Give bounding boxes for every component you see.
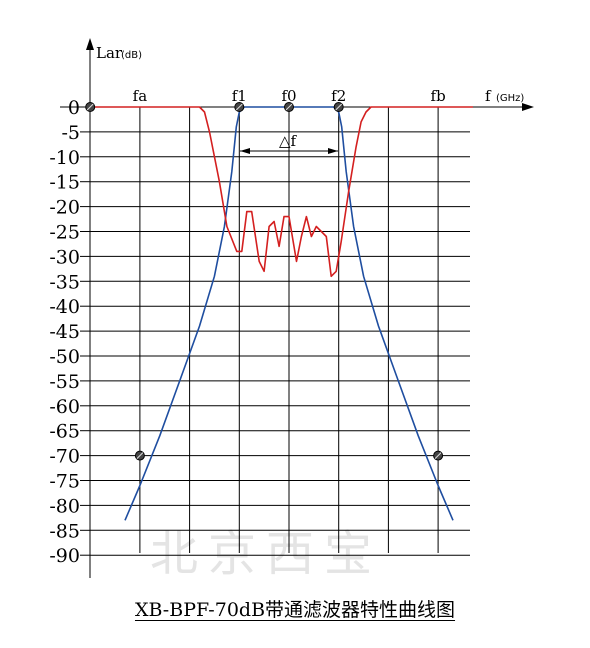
- x-tick-label: f0: [281, 87, 296, 105]
- axes: Lar (dB) f (GHz): [60, 38, 534, 578]
- y-tick-label: -55: [49, 371, 80, 393]
- marker-highlight: [136, 452, 144, 459]
- y-tick-label: -30: [49, 246, 80, 268]
- marker-highlight: [335, 103, 343, 111]
- y-tick-label: -75: [49, 471, 80, 493]
- y-tick-label: -35: [49, 271, 80, 293]
- x-axis-label: f: [485, 87, 492, 105]
- y-tick-label: -5: [61, 122, 80, 144]
- y-tick-label: -60: [49, 396, 80, 418]
- y-tick-label: -20: [49, 197, 80, 219]
- watermark: 北京西宝: [150, 526, 382, 582]
- caption: XB-BPF-70dB带通滤波器特性曲线图: [0, 595, 590, 622]
- marker-highlight: [285, 103, 293, 111]
- y-tick-label: -40: [49, 296, 80, 318]
- y-axis-label: Lar: [96, 44, 123, 62]
- y-tick-label: -45: [49, 321, 80, 343]
- y-tick-label: -50: [49, 346, 80, 368]
- y-tick-label: -65: [49, 421, 80, 443]
- y-tick-label: -70: [49, 446, 80, 468]
- marker-highlight: [235, 103, 243, 111]
- y-axis-arrow-icon: [86, 38, 94, 50]
- x-tick-label: fa: [133, 87, 148, 105]
- markers: [85, 102, 444, 461]
- series-line-passband: [90, 106, 473, 278]
- x-tick-label: f2: [331, 87, 346, 105]
- bandwidth-annotation: △f: [240, 132, 338, 154]
- bandwidth-arrow-left-icon: [240, 148, 250, 154]
- y-tick-label: -25: [49, 222, 80, 244]
- y-tick-label: -85: [49, 520, 80, 542]
- y-tick-labels: 0 -5 -10 -15 -20 -25-30 -35 -40 -45 -50 -55 -60 -65 -…: [49, 97, 80, 567]
- curves: [90, 106, 473, 521]
- y-tick-label: -10: [49, 147, 80, 169]
- y-tick-label: -80: [49, 495, 80, 517]
- x-tick-label: f1: [232, 87, 247, 105]
- x-tick-labels: fa f1 f0 f2 fb: [133, 87, 446, 105]
- caption-text: XB-BPF-70dB带通滤波器特性曲线图: [134, 599, 456, 621]
- marker-highlight: [434, 452, 442, 459]
- y-tick-label: -90: [49, 545, 80, 567]
- y-tick-label: 0: [68, 97, 80, 119]
- x-tick-label: fb: [431, 87, 446, 105]
- y-axis-unit: (dB): [121, 50, 142, 61]
- bandwidth-label: △f: [279, 132, 298, 150]
- marker-highlight: [86, 103, 94, 111]
- y-tick-label: -15: [49, 172, 80, 194]
- bandwidth-arrow-right-icon: [328, 148, 338, 154]
- x-axis-arrow-icon: [522, 103, 534, 111]
- x-axis-unit: (GHz): [496, 93, 524, 104]
